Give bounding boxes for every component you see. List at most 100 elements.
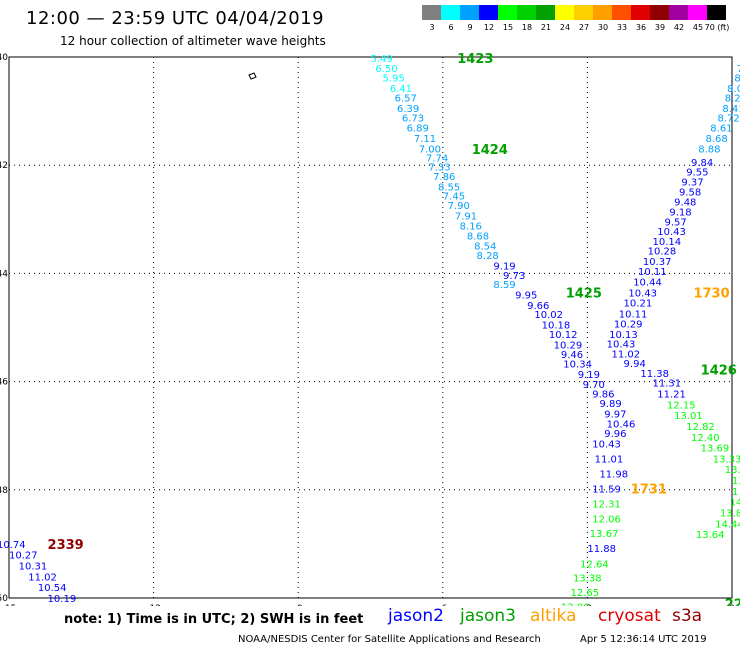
swh-point-label: 13.06 bbox=[561, 603, 590, 606]
swh-point-label: 6.73 bbox=[402, 114, 424, 125]
x-tick-label: -6 bbox=[438, 604, 447, 606]
swh-point-label: 10.27 bbox=[9, 551, 38, 562]
swh-point-label: 11.01 bbox=[595, 454, 624, 465]
swh-point-label: 9.95 bbox=[515, 290, 537, 301]
legend-swatch-label: 21 bbox=[540, 23, 552, 32]
page-subtitle: 12 hour collection of altimeter wave hei… bbox=[60, 34, 326, 48]
swh-point-label: 9.19 bbox=[493, 261, 515, 272]
swh-point-label: 13 bbox=[732, 476, 740, 487]
swh-point-label: 8.28 bbox=[477, 251, 499, 262]
x-tick-label: -15 bbox=[2, 604, 17, 606]
legend-swatch-label: 12 bbox=[483, 23, 495, 32]
swh-point-label: 8.68 bbox=[705, 134, 727, 145]
legend-swatch bbox=[612, 5, 631, 20]
legend-swatch-label: 45 bbox=[692, 23, 704, 32]
swh-point-label: 6.57 bbox=[395, 94, 417, 105]
swh-point-label: 7.86 bbox=[433, 172, 455, 183]
legend-swatch bbox=[688, 5, 707, 20]
swh-point-label: 8.61 bbox=[710, 123, 732, 134]
legend-swatch bbox=[498, 5, 517, 20]
swh-point-label: 10.34 bbox=[563, 360, 592, 371]
legend-swatch-label: 27 bbox=[578, 23, 590, 32]
swh-point-label: 12.15 bbox=[667, 400, 696, 411]
pass-time-label: 1425 bbox=[566, 286, 602, 301]
swh-point-label: 7.91 bbox=[455, 212, 477, 223]
swh-point-label: 12.65 bbox=[571, 588, 600, 599]
satellite-label-cryosat: cryosat bbox=[598, 606, 661, 626]
satellite-label-jason3: jason3 bbox=[460, 606, 516, 626]
swh-point-label: 9.48 bbox=[674, 197, 696, 208]
swh-point-label: 13.38 bbox=[573, 573, 602, 584]
legend-swatch bbox=[631, 5, 650, 20]
footer-note: note: 1) Time is in UTC; 2) SWH is in fe… bbox=[64, 612, 364, 627]
swh-point-label: 10.11 bbox=[619, 309, 648, 320]
satellite-label-s3a: s3a bbox=[672, 606, 703, 626]
legend-swatch-label: 15 bbox=[502, 23, 514, 32]
swh-point-label: 10.19 bbox=[48, 594, 77, 605]
swh-point-label: 7.00 bbox=[419, 144, 441, 155]
x-tick-label: -12 bbox=[146, 604, 161, 606]
legend-swatch-label: 18 bbox=[521, 23, 533, 32]
satellite-label-jason2: jason2 bbox=[388, 606, 444, 626]
swh-point-label: 13.33 bbox=[713, 454, 740, 465]
swh-point-label: 6.50 bbox=[375, 64, 397, 75]
legend-swatch-label: 3 bbox=[429, 23, 435, 32]
swh-point-label: 5.95 bbox=[383, 74, 405, 85]
pass-time-label: 2339 bbox=[48, 538, 84, 553]
swh-point-label: 8.54 bbox=[474, 241, 496, 252]
swh-point-label: 11.98 bbox=[599, 470, 628, 481]
footer-credit: NOAA/NESDIS Center for Satellite Applica… bbox=[238, 634, 541, 645]
chart-axes: -15 -12 -9 -6 -3 0 -40 -42 -44 -46 -48 -50 bbox=[0, 53, 735, 606]
plot-frame bbox=[8, 56, 733, 599]
swh-point-label: 10.28 bbox=[648, 247, 677, 258]
swh-point-label: 7.74 bbox=[426, 154, 448, 165]
legend-swatch-label: 24 bbox=[559, 23, 571, 32]
legend-swatch-label: 39 bbox=[654, 23, 666, 32]
swh-point-label: 13.67 bbox=[590, 529, 619, 540]
swh-point-label: 12.40 bbox=[691, 433, 720, 444]
swh-point-label: 10.02 bbox=[534, 310, 563, 321]
swh-point-label: 9.58 bbox=[679, 188, 701, 199]
footer-timestamp: Apr 5 12:36:14 UTC 2019 bbox=[580, 634, 707, 645]
swh-point-label: 9.70 bbox=[583, 380, 605, 391]
legend-swatch-label: 6 bbox=[448, 23, 454, 32]
legend-swatch-label: 42 bbox=[673, 23, 685, 32]
swh-point-label: 14.44 bbox=[715, 519, 740, 530]
legend-swatch bbox=[536, 5, 555, 20]
x-tick-label: 0 bbox=[729, 604, 735, 606]
y-tick-label: -42 bbox=[0, 161, 8, 171]
swh-point-label: 10.44 bbox=[633, 278, 662, 289]
swh-point-label: 12.64 bbox=[580, 559, 609, 570]
swh-point-label: 8.2 bbox=[725, 94, 740, 105]
pass-time-label: 1424 bbox=[472, 143, 508, 158]
swh-point-label: 9.94 bbox=[624, 359, 646, 370]
swh-point-label: 9.89 bbox=[599, 399, 621, 410]
swh-point-label: 9.97 bbox=[604, 410, 626, 421]
swh-point-label: 10.43 bbox=[628, 288, 657, 299]
legend-swatch bbox=[650, 5, 669, 20]
swh-point-label: 6.41 bbox=[390, 84, 412, 95]
swh-point-label: 8.0 bbox=[734, 74, 740, 85]
swh-point-label: 6.89 bbox=[407, 123, 429, 134]
swh-point-label: 10.18 bbox=[542, 320, 571, 331]
legend-swatch-label: 9 bbox=[467, 23, 473, 32]
swh-point-label: 8.16 bbox=[460, 221, 482, 232]
x-tick-label: -3 bbox=[583, 604, 592, 606]
swh-point-label: 10.21 bbox=[624, 299, 653, 310]
island-shape bbox=[248, 72, 257, 80]
swh-point-label: 7.45 bbox=[443, 191, 465, 202]
chart-grid bbox=[9, 57, 732, 598]
legend-swatch bbox=[460, 5, 479, 20]
swh-point-label: 8.0 bbox=[727, 84, 740, 95]
swh-point-label: 9.37 bbox=[681, 177, 703, 188]
swh-point-label: 10.29 bbox=[614, 320, 643, 331]
legend-swatch-label: 70 (ft) bbox=[704, 23, 730, 32]
swh-point-label: 10.12 bbox=[549, 330, 578, 341]
swh-point-label: 9.86 bbox=[592, 390, 614, 401]
swh-point-label: 12.06 bbox=[592, 514, 621, 525]
chart-points: 5.496.505.956.416.576.396.736.897.117.00… bbox=[0, 54, 740, 606]
swh-point-label: 14.1 bbox=[730, 498, 740, 509]
swh-point-label: 11.02 bbox=[28, 572, 57, 583]
swh-point-label: 9.84 bbox=[691, 158, 713, 169]
swh-point-label: 10.43 bbox=[657, 227, 686, 238]
